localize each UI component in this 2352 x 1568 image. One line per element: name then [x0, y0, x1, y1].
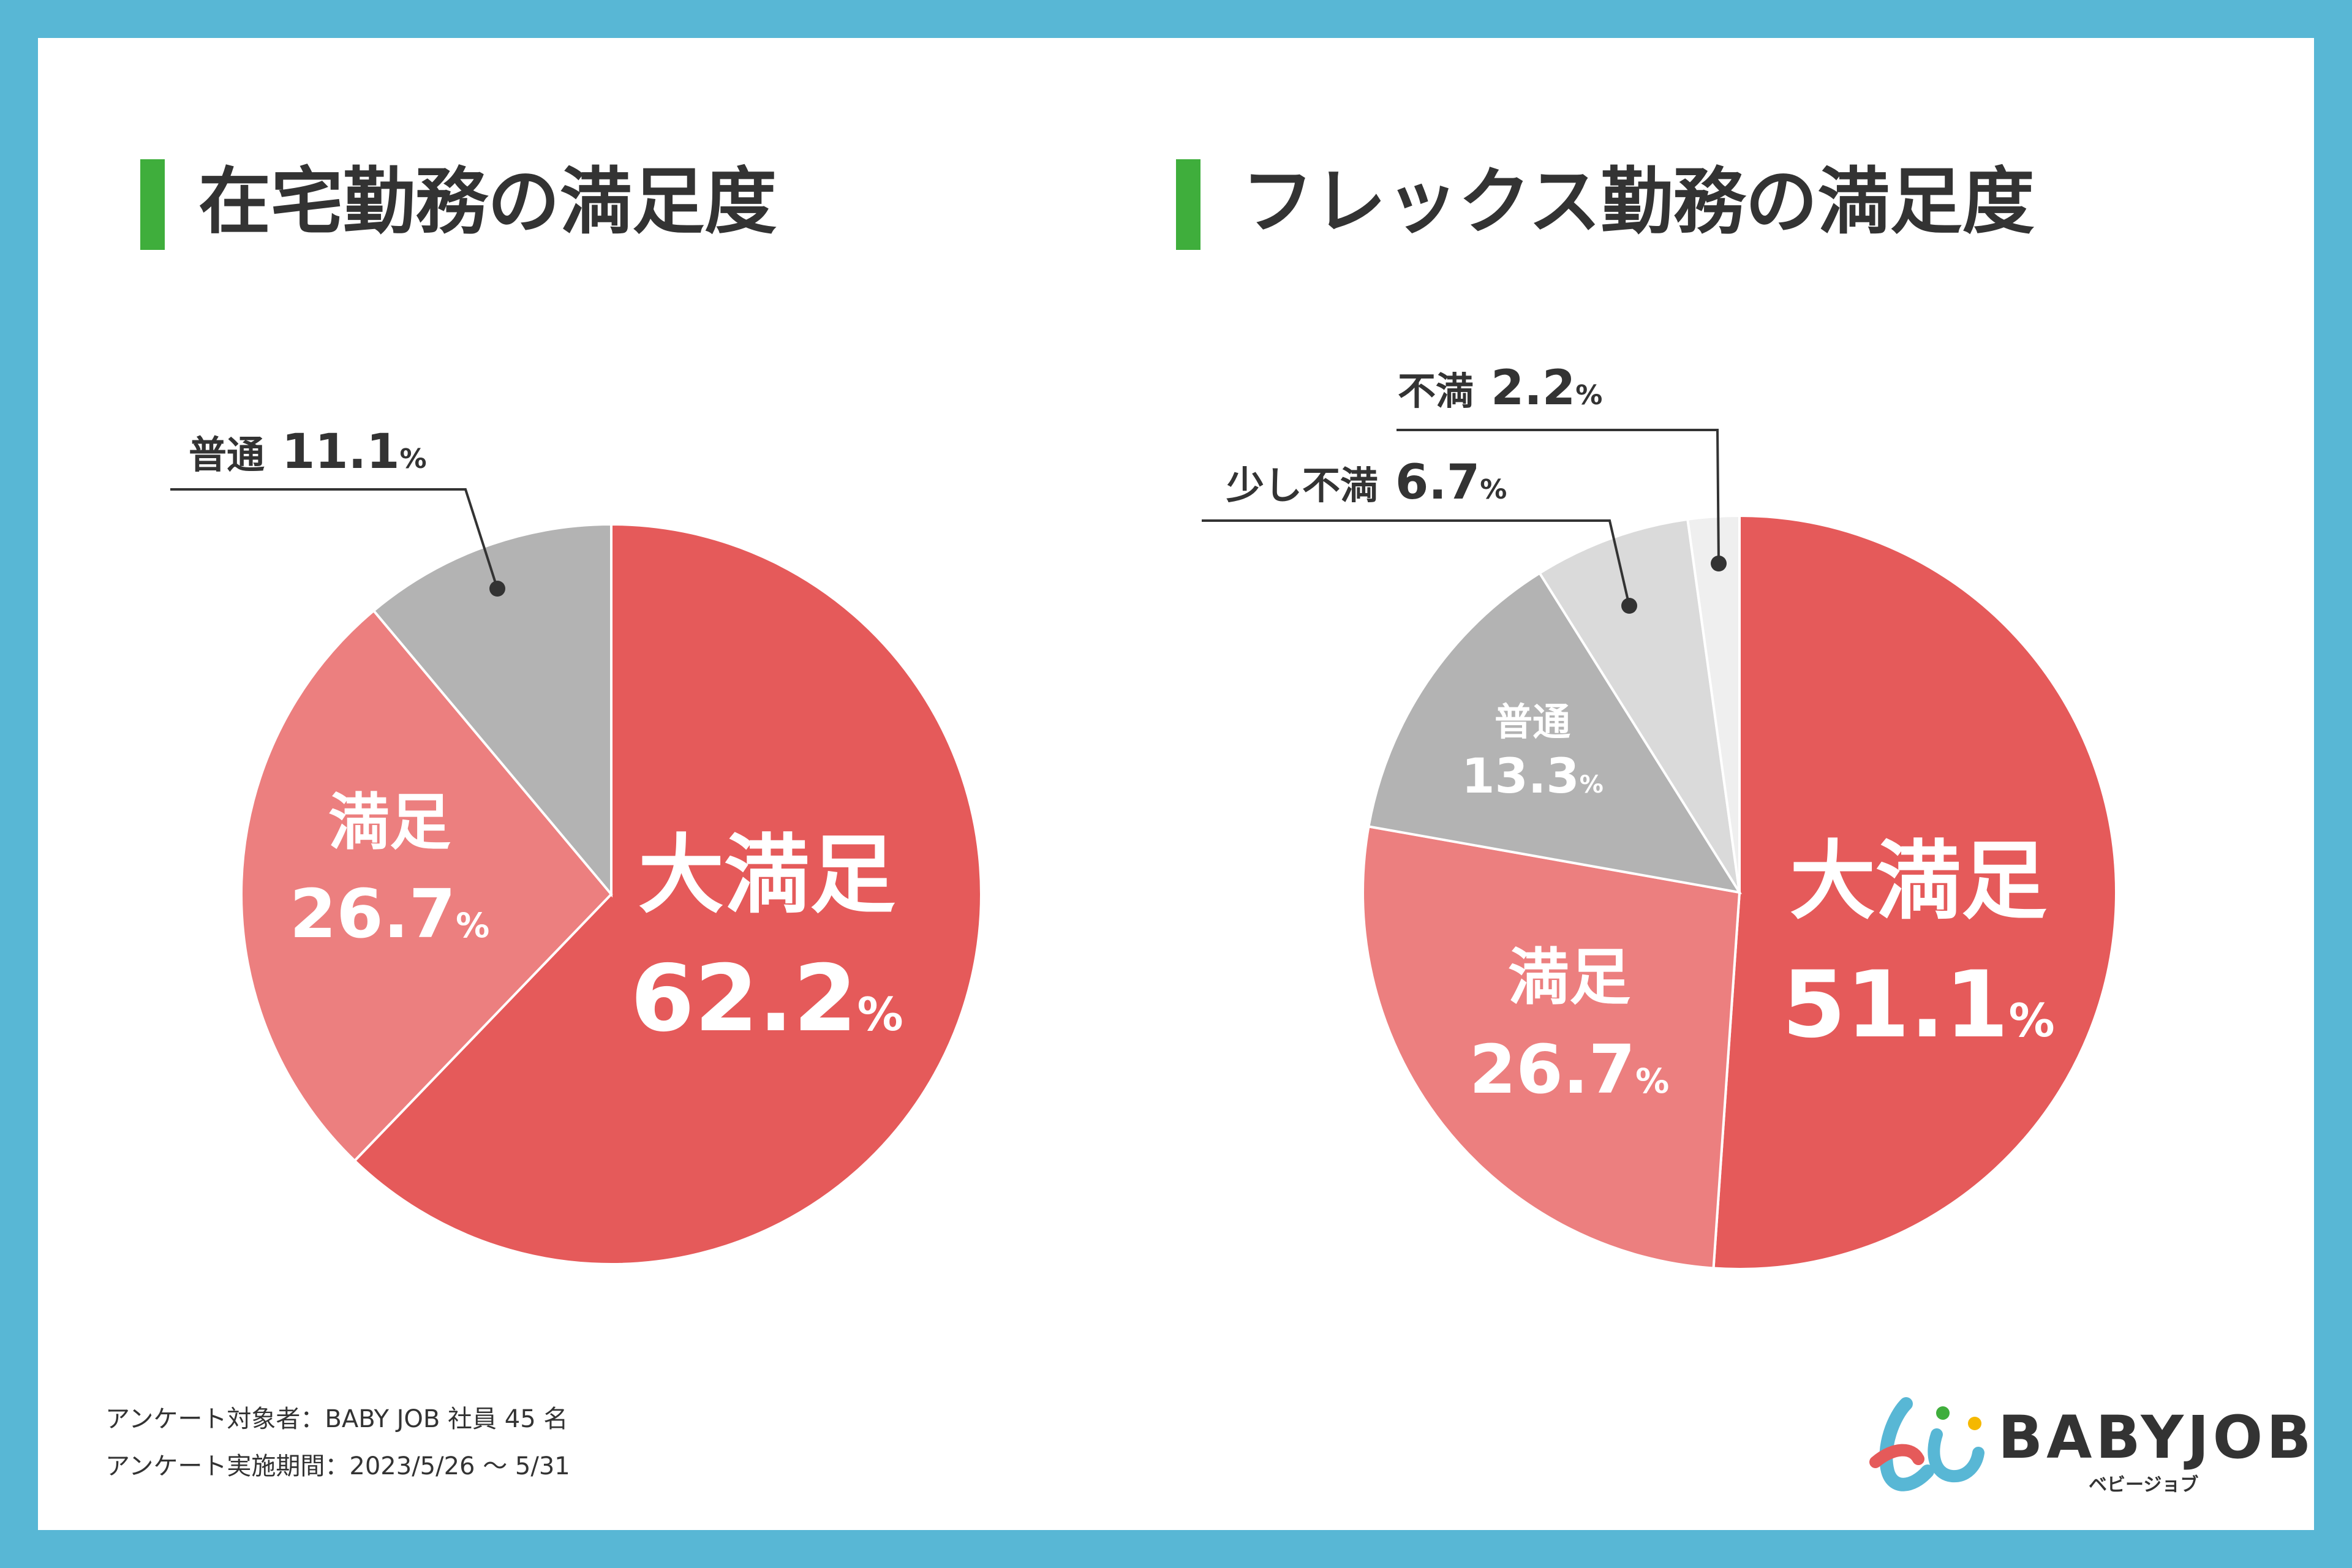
chart-1-slices — [239, 522, 982, 1265]
chart-2-slice-3 — [1537, 518, 1741, 894]
babyjob-logo: BABYJOB ベビージョブ — [1869, 1397, 2314, 1496]
chart-2-label-0: 大満足 — [1790, 832, 2047, 932]
footnote-target: アンケート対象者：BABY JOB 社員 45 名 — [105, 1405, 568, 1433]
infographic: 在宅勤務の満足度 大満足 62.2% 満足 26.7% 普通 11.1% フレック… — [38, 38, 2314, 1530]
chart-2-value-1: 26.7% — [1469, 1030, 1670, 1109]
chart-2-slice-0 — [1712, 514, 2118, 1270]
chart-2: フレックス勤務の満足度 大満足 51.1% 満足 26.7% 普通 13.3% … — [1176, 159, 2118, 1270]
logo-kana: ベビージョブ — [2089, 1474, 2198, 1496]
chart-1: 在宅勤務の満足度 大満足 62.2% 満足 26.7% 普通 11.1% — [140, 159, 982, 1265]
title-accent-bar — [1176, 159, 1200, 250]
logo-mark-blue-stroke-2 — [1928, 1428, 1985, 1483]
chart-2-label-1: 満足 — [1508, 941, 1630, 1013]
chart-1-label-0: 大満足 — [638, 826, 895, 925]
chart-1-leader-2 — [170, 488, 499, 589]
logo-dot-green — [1936, 1406, 1950, 1420]
chart-2-slice-2 — [1367, 571, 1743, 894]
chart-2-slices — [1362, 514, 2118, 1270]
chart-2-label-2: 普通 — [1494, 699, 1570, 744]
chart-2-slice-1 — [1362, 825, 1741, 1270]
chart-2-value-2: 13.3% — [1461, 749, 1604, 804]
logo-wordmark: BABYJOB — [1998, 1403, 2314, 1472]
chart-2-label-3: 少し不満 6.7% — [1226, 455, 1507, 510]
chart-2-value-0: 51.1% — [1782, 952, 2054, 1058]
chart-2-leader-3 — [1202, 519, 1630, 606]
chart-2-leader-dot-3 — [1621, 598, 1637, 614]
chart-1-slice-0 — [353, 522, 982, 1265]
footnote-period: アンケート実施期間：2023/5/26 〜 5/31 — [105, 1452, 570, 1480]
chart-1-leader-dot-2 — [489, 581, 505, 597]
title-accent-bar — [140, 159, 165, 250]
chart-2-slice-4 — [1686, 514, 1741, 893]
chart-2-title: フレックス勤務の満足度 — [1242, 159, 2034, 244]
chart-1-label-2: 普通 11.1% — [189, 424, 427, 480]
chart-1-label-1: 満足 — [328, 786, 451, 858]
chart-1-slice-1 — [239, 609, 613, 1163]
chart-2-label-4: 不満 2.2% — [1398, 361, 1602, 416]
logo-mark-red-stroke — [1869, 1444, 1924, 1468]
chart-1-title: 在宅勤務の満足度 — [198, 159, 777, 244]
logo-mark-blue-stroke — [1879, 1397, 1934, 1491]
chart-1-value-0: 62.2% — [630, 946, 903, 1052]
chart-1-value-1: 26.7% — [290, 875, 490, 953]
chart-2-leader-dot-4 — [1711, 556, 1727, 571]
charts-canvas: 在宅勤務の満足度 大満足 62.2% 満足 26.7% 普通 11.1% フレック… — [105, 159, 2314, 1496]
chart-2-leader-4 — [1396, 429, 1720, 564]
logo-dot-yellow — [1968, 1417, 1981, 1430]
